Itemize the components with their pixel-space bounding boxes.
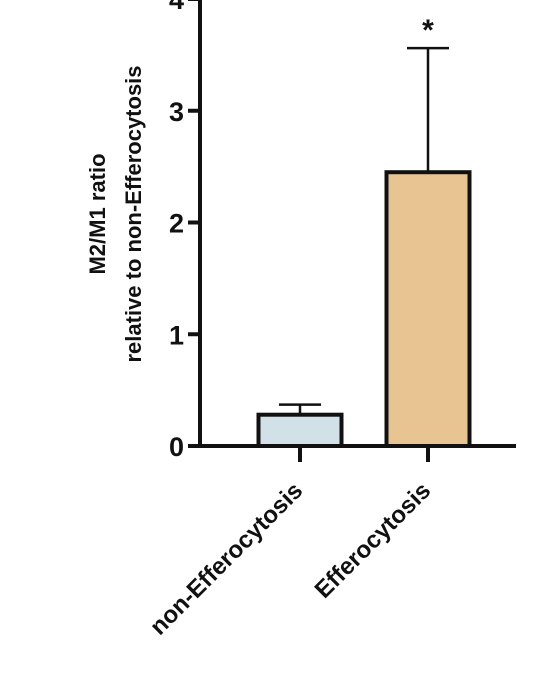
y-tick-label: 3 [169,97,184,127]
y-axis-label: M2/M1 ratio relative to non-Efferocytosi… [85,65,146,362]
x-tick-label: non-Efferocytosis [145,477,308,640]
y-axis-label-line-1: M2/M1 ratio [85,153,110,274]
y-tick-label: 4 [169,0,184,15]
y-axis-label-line-2: relative to non-Efferocytosis [121,65,146,362]
y-tick-label: 1 [169,320,184,350]
x-tick-label: Efferocytosis [310,477,437,604]
bar [384,170,472,448]
plot-area: 0 1 2 3 4 non-Efferocytosis Efferocytosis * [145,0,516,641]
bar [256,412,344,448]
y-tick-label: 0 [169,432,184,462]
significance-marker: * [422,14,434,47]
y-tick-label: 2 [169,209,184,239]
